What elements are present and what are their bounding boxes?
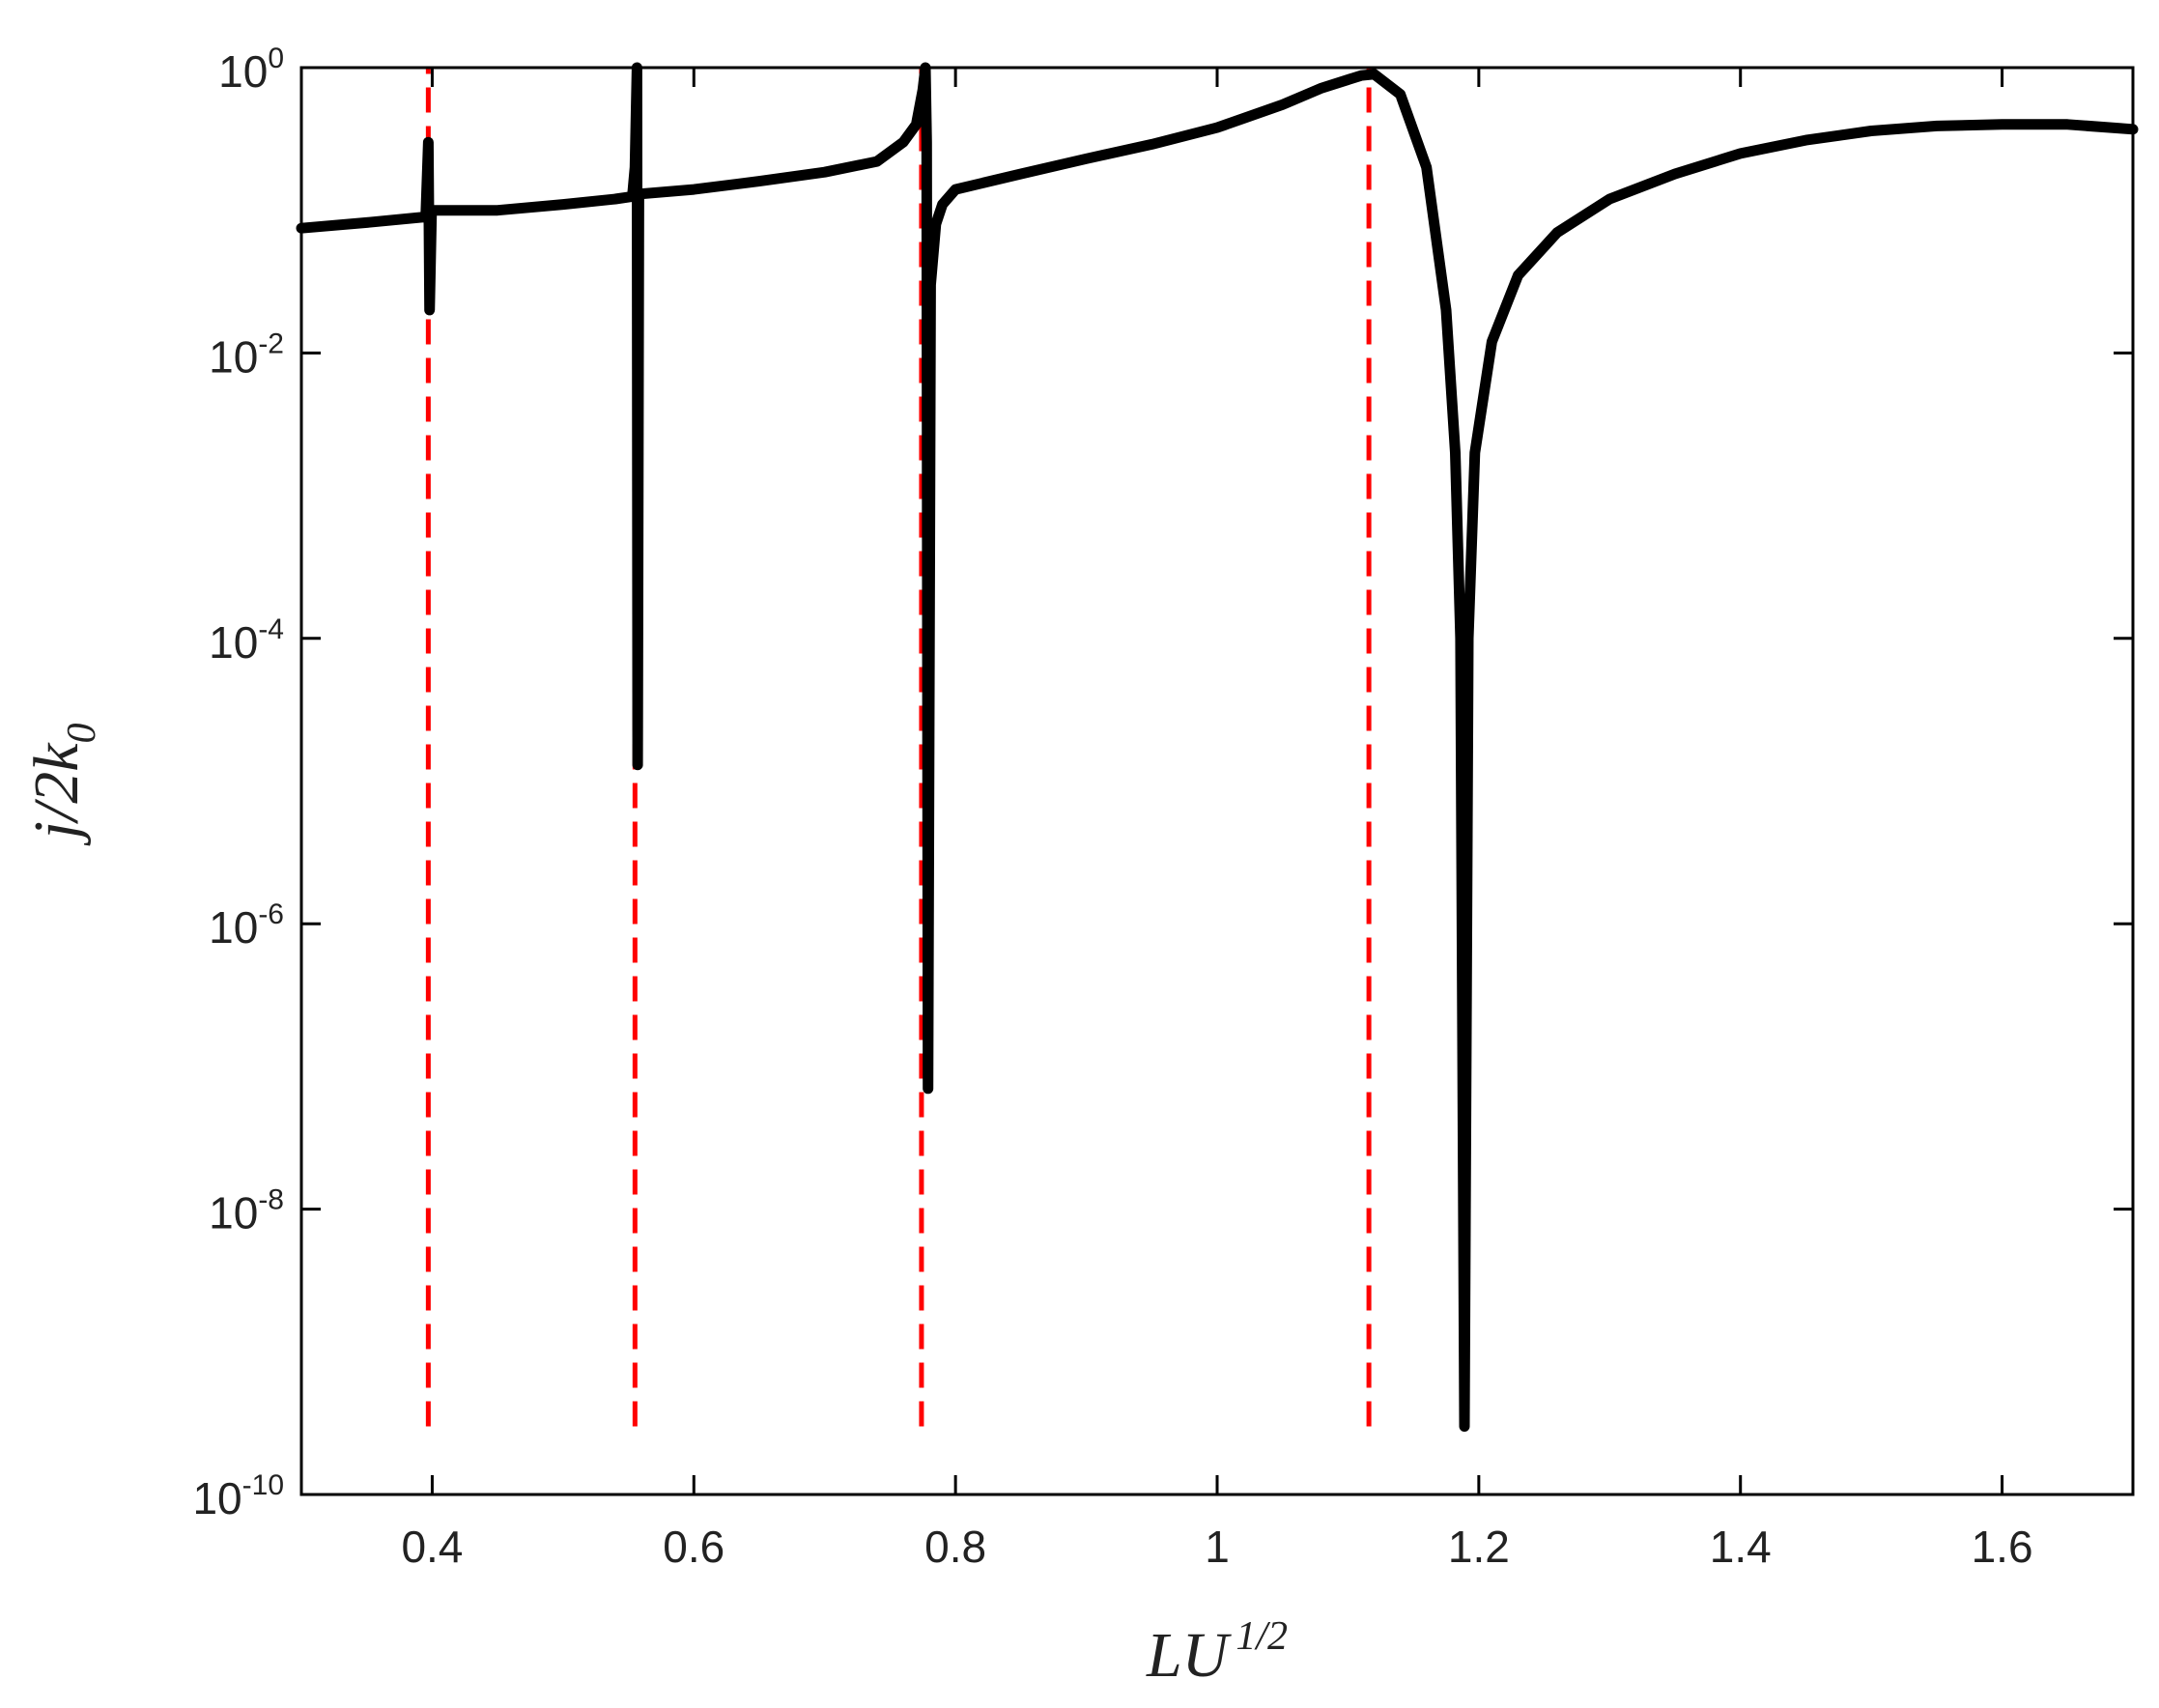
y-tick-base: 10: [209, 1188, 258, 1238]
y-tick-base: 10: [209, 617, 258, 668]
x-tick-label: 1.2: [1448, 1522, 1510, 1572]
y-tick-exponent: -8: [258, 1184, 284, 1216]
x-tick-label: 0.4: [401, 1522, 463, 1572]
y-tick-exponent: -4: [258, 613, 284, 645]
x-tick-label: 1.6: [1972, 1522, 2033, 1572]
y-tick-label: 10-8: [209, 1184, 284, 1238]
y-tick-base: 10: [209, 331, 258, 382]
x-tick-label: 0.6: [663, 1522, 724, 1572]
y-tick-base: 10: [192, 1473, 241, 1523]
x-tick-labels: 0.4 0.6 0.8 1 1.2 1.4 1.6: [401, 1522, 2032, 1572]
x-axis-title-sup: 1/2: [1236, 1614, 1288, 1659]
y-tick-exponent: -10: [242, 1469, 284, 1501]
x-tick-label: 1: [1205, 1522, 1230, 1572]
x-tick-label: 0.8: [924, 1522, 986, 1572]
y-tick-exponent: 0: [268, 43, 284, 74]
y-tick-exponent: -2: [258, 327, 284, 359]
x-axis-title-base: LU: [1146, 1620, 1233, 1691]
y-axis-title: j/2k0: [21, 724, 104, 847]
ticks: [301, 66, 2133, 1496]
series-layer: [296, 62, 2139, 1432]
y-tick-label: 100: [218, 43, 284, 97]
y-tick-label: 10-2: [209, 327, 284, 382]
y-axis-title-base: j/2k: [21, 742, 92, 847]
y-tick-base: 10: [209, 902, 258, 953]
x-tick-label: 1.4: [1710, 1522, 1772, 1572]
y-tick-base: 10: [218, 46, 268, 97]
y-tick-label: 10-6: [209, 898, 284, 953]
series-line-1: [296, 62, 2139, 1432]
y-tick-label: 10-4: [209, 613, 284, 668]
x-axis-title: LU 1/2: [1146, 1614, 1288, 1691]
y-axis-title-sub: 0: [60, 724, 104, 744]
y-tick-exponent: -6: [258, 898, 284, 930]
y-tick-label: 10-10: [192, 1469, 284, 1523]
